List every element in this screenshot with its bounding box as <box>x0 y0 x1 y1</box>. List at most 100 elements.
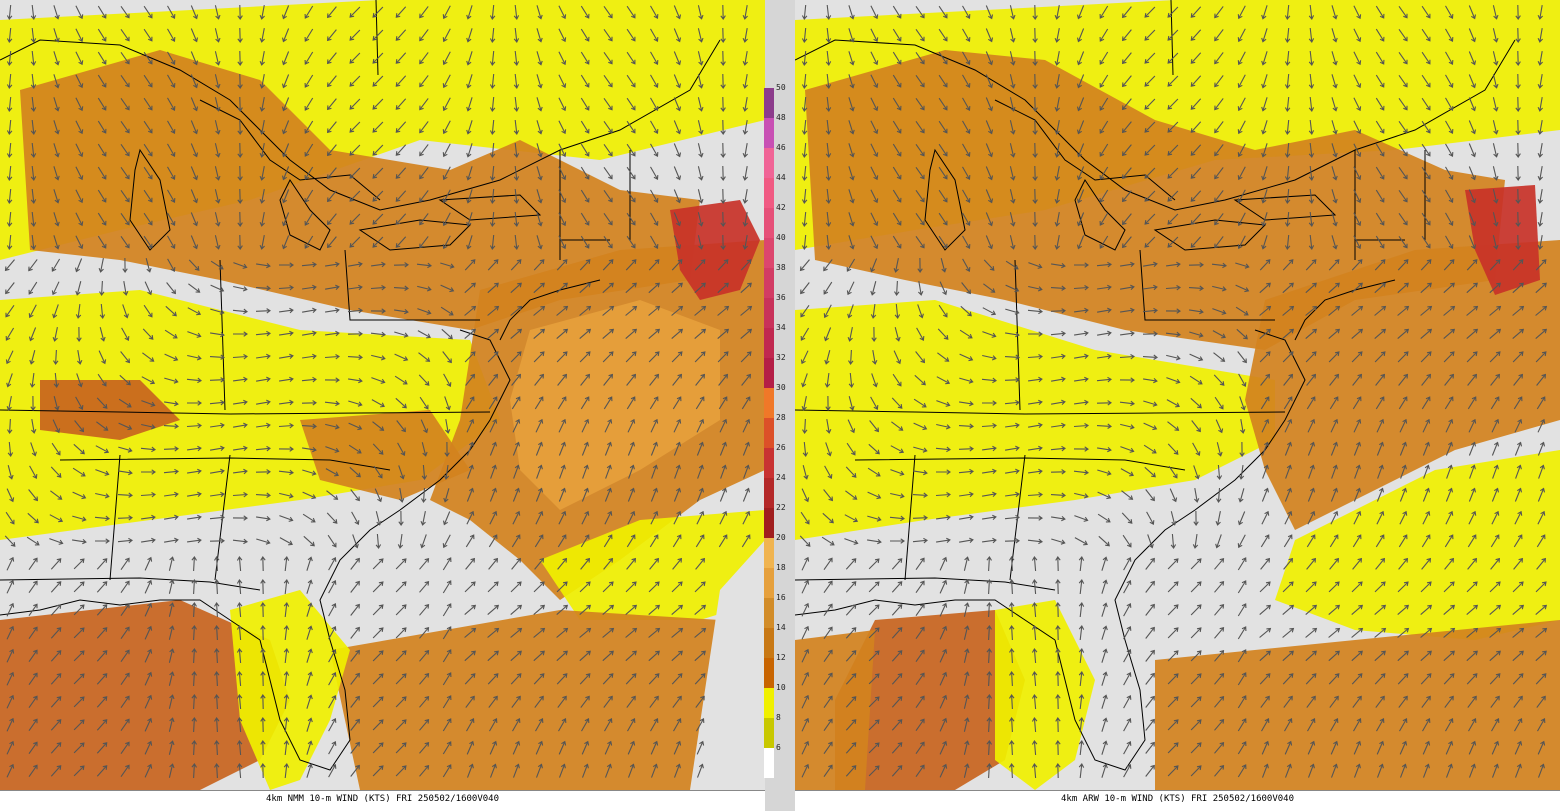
wind-arrow <box>259 234 265 250</box>
wind-arrow <box>1144 466 1156 478</box>
wind-arrow <box>442 189 451 204</box>
wind-arrow <box>1421 28 1431 42</box>
wind-arrow <box>557 534 567 548</box>
wind-arrow <box>1331 51 1338 66</box>
wind-arrow <box>466 235 473 250</box>
colorbar-swatch <box>764 568 774 598</box>
boundary-line <box>375 0 379 76</box>
wind-arrow <box>395 581 407 593</box>
wind-arrow <box>1491 441 1500 456</box>
wind-arrow <box>1353 510 1362 525</box>
wind-arrow <box>74 420 85 433</box>
wind-arrow <box>442 28 451 43</box>
wind-arrow <box>489 119 496 135</box>
wind-arrow <box>1055 625 1061 641</box>
wind-arrow <box>1328 328 1341 340</box>
wind-arrow <box>1375 51 1385 65</box>
wind-arrow <box>823 557 833 571</box>
wind-arrow <box>122 304 129 319</box>
wind-arrow <box>1144 75 1156 87</box>
wind-arrow <box>558 418 567 433</box>
wind-map-nmm <box>0 0 765 790</box>
wind-arrow <box>1490 534 1500 548</box>
wind-arrow <box>1166 354 1181 361</box>
wind-arrow <box>557 557 568 570</box>
wind-arrow <box>1120 307 1135 314</box>
wind-arrow <box>1032 142 1038 158</box>
wind-arrow <box>939 717 948 732</box>
wind-arrow <box>164 537 179 543</box>
wind-arrow <box>278 285 294 291</box>
wind-arrow <box>1101 648 1108 663</box>
wind-arrow <box>1144 167 1156 179</box>
wind-arrow <box>823 580 833 594</box>
wind-arrow <box>718 396 728 410</box>
wind-arrow <box>1004 514 1020 521</box>
wind-arrow <box>1097 330 1112 336</box>
wind-arrow <box>466 97 473 112</box>
wind-arrow <box>649 557 660 570</box>
wind-arrow <box>1329 695 1339 708</box>
wind-arrow <box>870 235 879 250</box>
wind-arrow <box>1078 717 1085 733</box>
wind-arrow <box>1005 491 1020 498</box>
wind-arrow <box>603 120 613 134</box>
wind-arrow <box>1421 120 1431 134</box>
wind-arrow <box>209 538 225 544</box>
wind-arrow <box>825 50 832 66</box>
wind-arrow <box>167 143 176 157</box>
wind-arrow <box>142 352 155 362</box>
wind-arrow <box>650 510 659 525</box>
wind-arrow <box>867 538 882 545</box>
wind-arrow <box>1190 121 1202 133</box>
wind-arrow <box>1096 423 1112 429</box>
wind-arrow <box>673 418 682 433</box>
wind-arrow <box>1536 695 1546 708</box>
wind-arrow <box>1170 533 1177 549</box>
wind-arrow <box>190 74 199 89</box>
wind-arrow <box>232 308 248 315</box>
wind-arrow <box>1398 557 1409 570</box>
wind-arrow <box>1374 604 1387 616</box>
wind-arrow <box>143 97 153 111</box>
wind-arrow <box>1397 305 1410 316</box>
wind-arrow <box>442 120 451 135</box>
wind-arrow <box>371 261 386 268</box>
wind-arrow <box>441 328 453 340</box>
wind-arrow <box>627 763 635 778</box>
wind-arrow <box>1466 604 1479 616</box>
wind-arrow <box>1490 396 1500 410</box>
wind-speed-shading <box>1465 185 1540 295</box>
wind-arrow <box>962 74 971 88</box>
wind-arrow <box>717 351 729 363</box>
wind-arrow <box>1351 673 1363 685</box>
wind-arrow <box>1353 143 1362 158</box>
wind-arrow <box>50 696 62 708</box>
wind-arrow <box>1214 29 1224 42</box>
wind-arrow <box>1028 331 1043 337</box>
wind-arrow <box>626 373 637 386</box>
wind-arrow <box>720 73 726 89</box>
wind-arrow <box>1031 602 1038 618</box>
wind-arrow <box>259 96 265 112</box>
wind-arrow <box>1376 510 1385 525</box>
wind-arrow <box>5 304 15 318</box>
wind-arrow <box>372 236 384 248</box>
wind-arrow <box>30 442 37 457</box>
wind-arrow <box>558 166 567 181</box>
wind-arrow <box>1055 556 1061 572</box>
wind-arrow <box>718 534 728 548</box>
wind-arrow <box>466 212 473 227</box>
wind-arrow <box>556 673 568 685</box>
wind-arrow <box>1212 308 1227 315</box>
wind-arrow <box>214 763 220 779</box>
wind-arrow <box>1514 418 1523 433</box>
wind-arrow <box>259 4 265 20</box>
wind-arrow <box>1143 284 1158 291</box>
wind-arrow <box>1190 627 1202 639</box>
wind-arrow <box>671 673 683 685</box>
wind-arrow <box>1284 4 1291 20</box>
wind-arrow <box>1214 52 1224 65</box>
wind-arrow <box>1120 330 1135 337</box>
wind-arrow <box>694 604 707 616</box>
